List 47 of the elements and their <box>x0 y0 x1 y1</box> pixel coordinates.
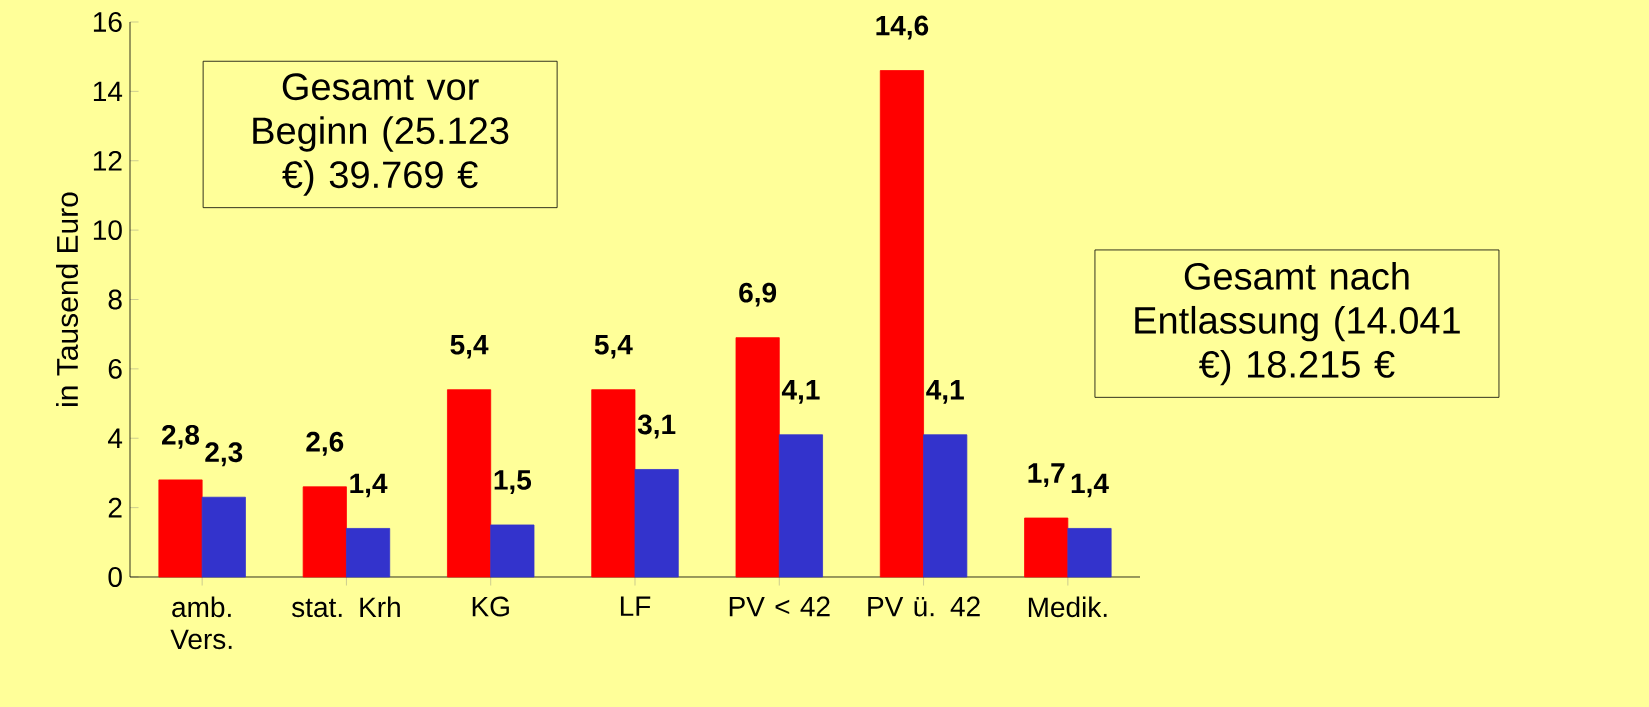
bar <box>346 528 391 578</box>
bar <box>879 70 924 578</box>
data-label: 2,8 <box>162 424 200 449</box>
y-tick-label: 14 <box>93 81 123 101</box>
data-label: 2,6 <box>306 431 344 456</box>
y-tick-label: 8 <box>108 289 122 310</box>
bar <box>591 389 636 578</box>
data-label: 1,5 <box>494 470 532 494</box>
data-label: 1,4 <box>350 473 388 498</box>
y-tick-label: 2 <box>108 497 122 518</box>
bar <box>302 486 347 578</box>
y-tick-label: 16 <box>93 12 122 32</box>
bar <box>923 434 968 578</box>
data-label: 3,1 <box>637 414 676 439</box>
x-tick-label: LF <box>620 596 651 616</box>
y-axis-title: in Tausend Euro <box>56 192 79 406</box>
y-tick-label: 4 <box>107 428 123 448</box>
annotation: Gesamt vor Beginn (25.123 €) 39.769 € <box>253 73 509 196</box>
bar <box>158 479 203 578</box>
x-tick-label: stat. Krh <box>291 596 400 618</box>
data-label: 1,7 <box>1028 463 1065 487</box>
x-tick-label: PV ü. 42 <box>868 596 980 617</box>
y-tick-label: 0 <box>108 567 122 587</box>
y-tick-label: 12 <box>93 150 122 171</box>
bar <box>1024 517 1069 578</box>
data-label: 1,4 <box>1071 473 1109 498</box>
bar <box>201 496 246 578</box>
data-label: 2,3 <box>205 442 243 467</box>
data-label: 5,4 <box>450 335 489 359</box>
x-tick-label: Medik. <box>1028 596 1107 618</box>
data-label: 4,1 <box>926 380 964 404</box>
data-label: 5,4 <box>594 335 633 359</box>
y-tick-label: 10 <box>93 220 122 241</box>
annotation: Gesamt nach Entlassung (14.041 €) 18.215 € <box>1135 261 1460 386</box>
data-label: 4,1 <box>781 380 820 404</box>
bar <box>447 389 492 578</box>
data-label: 14,6 <box>876 15 929 40</box>
x-tick-label: amb. Vers. <box>170 596 232 650</box>
x-tick-label: PV < 42 <box>729 596 830 617</box>
y-tick-label: 6 <box>108 358 122 379</box>
data-label: 6,9 <box>739 282 777 307</box>
bar <box>778 434 823 578</box>
bar <box>735 337 780 578</box>
bar <box>1067 528 1112 578</box>
bar <box>490 524 535 578</box>
x-tick-label: KG <box>472 596 509 617</box>
bar <box>634 469 679 578</box>
